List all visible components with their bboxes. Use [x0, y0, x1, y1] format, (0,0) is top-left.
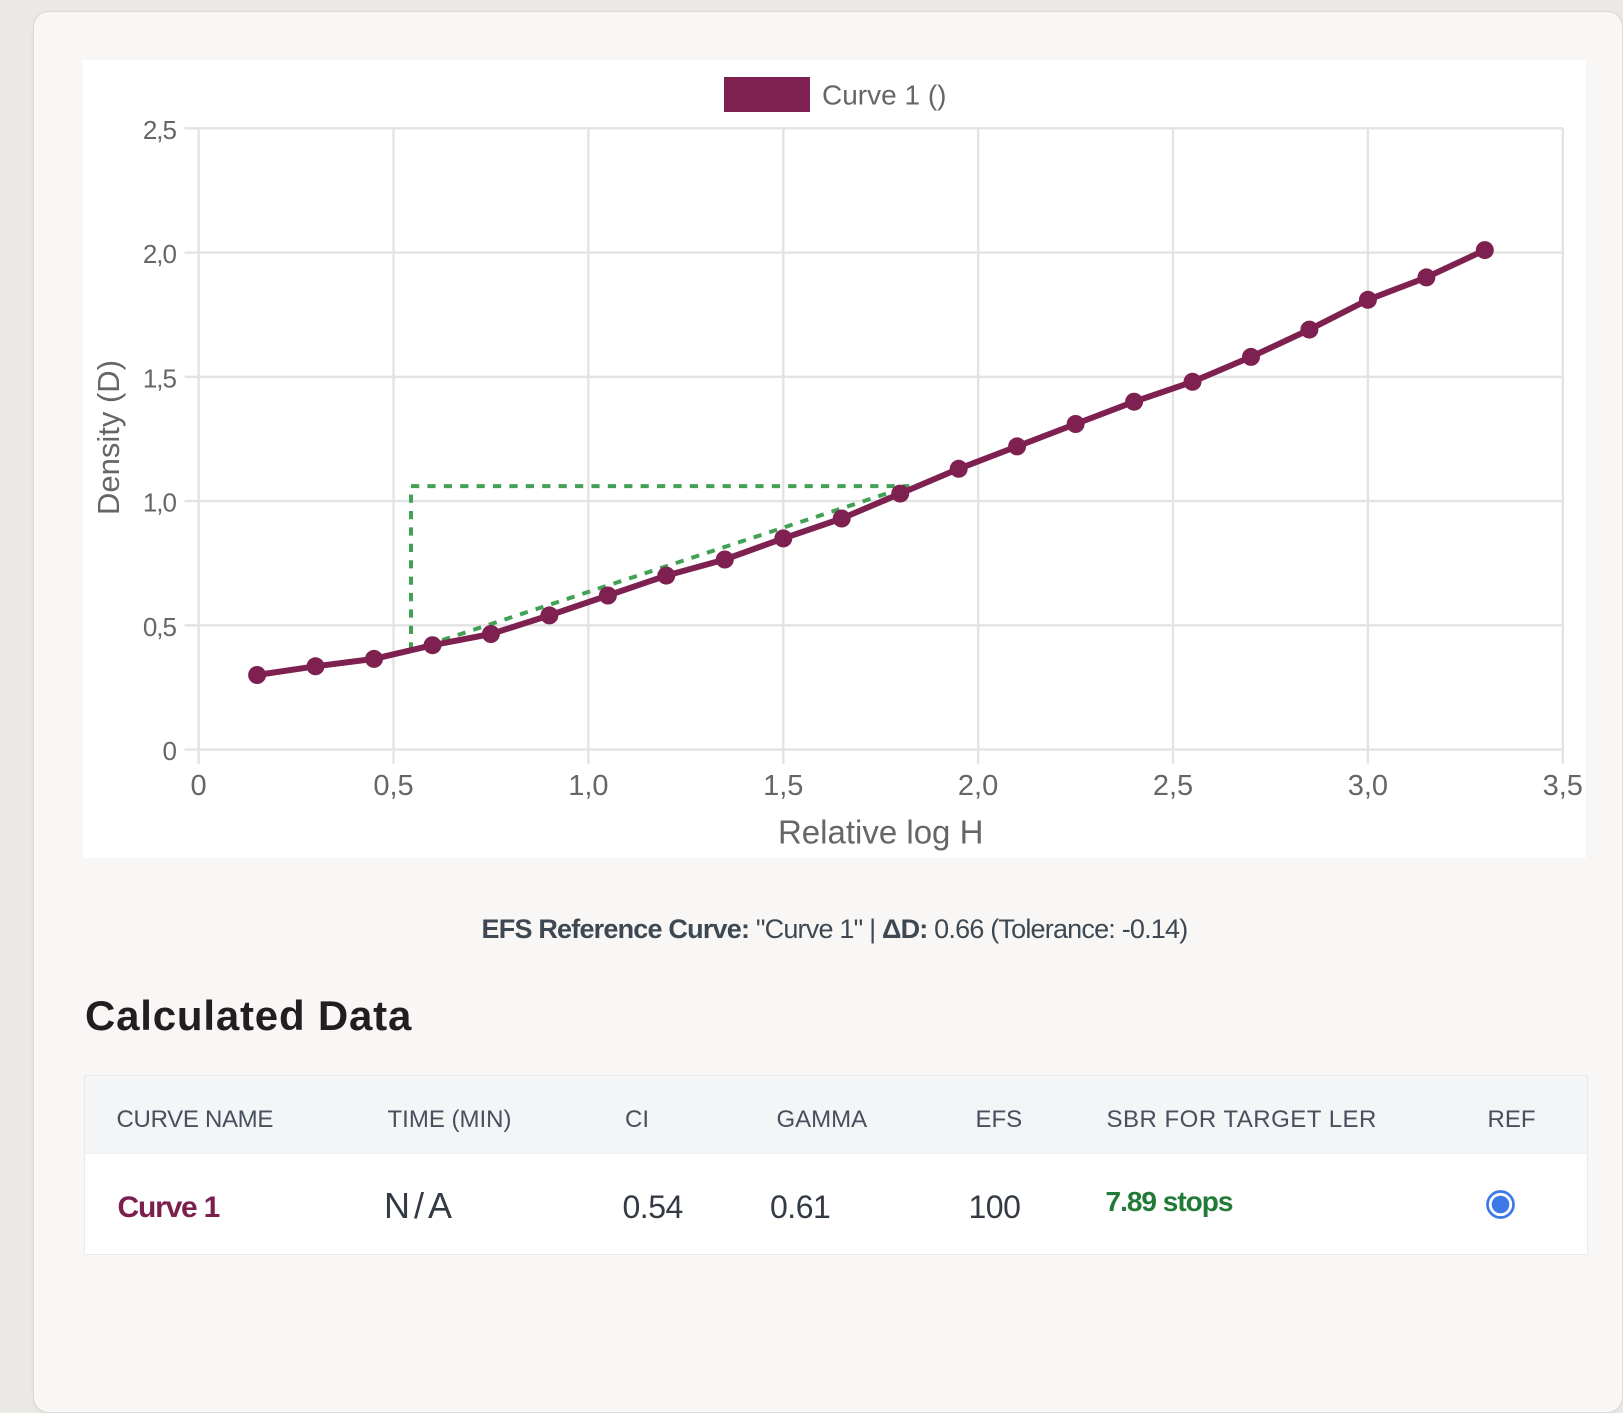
svg-text:2,0: 2,0 — [958, 770, 998, 802]
svg-text:1,0: 1,0 — [143, 488, 177, 518]
svg-text:1,5: 1,5 — [763, 770, 803, 802]
svg-text:1,0: 1,0 — [568, 770, 608, 802]
svg-text:3,5: 3,5 — [1543, 770, 1583, 802]
svg-text:2,5: 2,5 — [143, 115, 177, 145]
svg-text:0,5: 0,5 — [373, 770, 413, 802]
svg-text:0,5: 0,5 — [143, 612, 177, 642]
svg-text:2,5: 2,5 — [1153, 770, 1193, 802]
svg-text:1,5: 1,5 — [143, 363, 177, 393]
svg-text:Density (D): Density (D) — [91, 360, 126, 515]
svg-text:0: 0 — [191, 770, 207, 802]
svg-text:0: 0 — [163, 736, 177, 766]
svg-text:3,0: 3,0 — [1348, 770, 1388, 802]
svg-text:Relative log H: Relative log H — [778, 814, 983, 851]
svg-text:Curve 1 (): Curve 1 () — [822, 80, 946, 111]
svg-text:2,0: 2,0 — [143, 239, 177, 269]
